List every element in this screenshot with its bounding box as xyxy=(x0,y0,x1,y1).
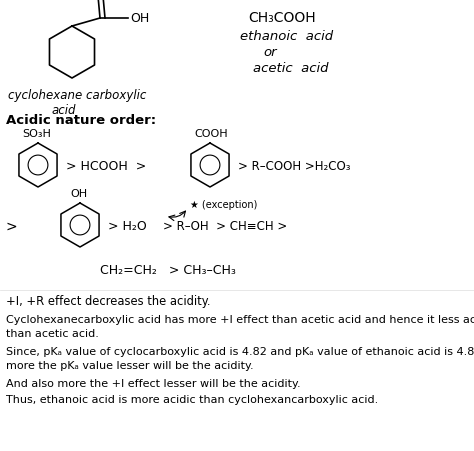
Text: OH: OH xyxy=(70,189,87,199)
Text: CH₂=CH₂   > CH₃–CH₃: CH₂=CH₂ > CH₃–CH₃ xyxy=(100,263,236,276)
Text: SO₃H: SO₃H xyxy=(22,129,51,139)
Text: > R–OH  > CH≡CH >: > R–OH > CH≡CH > xyxy=(163,221,287,234)
Text: Acidic nature order:: Acidic nature order: xyxy=(6,114,156,126)
Text: ethanoic  acid: ethanoic acid xyxy=(240,29,333,42)
Text: And also more the +I effect lesser will be the acidity.: And also more the +I effect lesser will … xyxy=(6,379,301,389)
Text: Since, pKₐ value of cyclocarboxylic acid is 4.82 and pKₐ value of ethanoic acid : Since, pKₐ value of cyclocarboxylic acid… xyxy=(6,347,474,357)
Text: more the pKₐ value lesser will be the acidity.: more the pKₐ value lesser will be the ac… xyxy=(6,361,254,371)
Text: acid: acid xyxy=(52,103,76,116)
Text: > HCOOH  >: > HCOOH > xyxy=(66,161,146,174)
Text: cyclohexane carboxylic: cyclohexane carboxylic xyxy=(8,88,146,101)
Text: Cyclohexanecarboxylic acid has more +I effect than acetic acid and hence it less: Cyclohexanecarboxylic acid has more +I e… xyxy=(6,315,474,325)
Text: +I, +R effect decreases the acidity.: +I, +R effect decreases the acidity. xyxy=(6,295,210,308)
Text: ★ (exception): ★ (exception) xyxy=(190,200,257,210)
Text: >: > xyxy=(6,220,18,234)
Text: Thus, ethanoic acid is more acidic than cyclohexancarboxylic acid.: Thus, ethanoic acid is more acidic than … xyxy=(6,395,378,405)
Text: > R–COOH >H₂CO₃: > R–COOH >H₂CO₃ xyxy=(238,161,350,174)
Text: or: or xyxy=(263,46,277,59)
Text: > H₂O: > H₂O xyxy=(108,221,147,234)
Text: CH₃COOH: CH₃COOH xyxy=(248,11,316,25)
Text: COOH: COOH xyxy=(194,129,228,139)
Text: OH: OH xyxy=(130,11,149,24)
Text: acetic  acid: acetic acid xyxy=(253,61,328,74)
Text: than acetic acid.: than acetic acid. xyxy=(6,329,99,339)
